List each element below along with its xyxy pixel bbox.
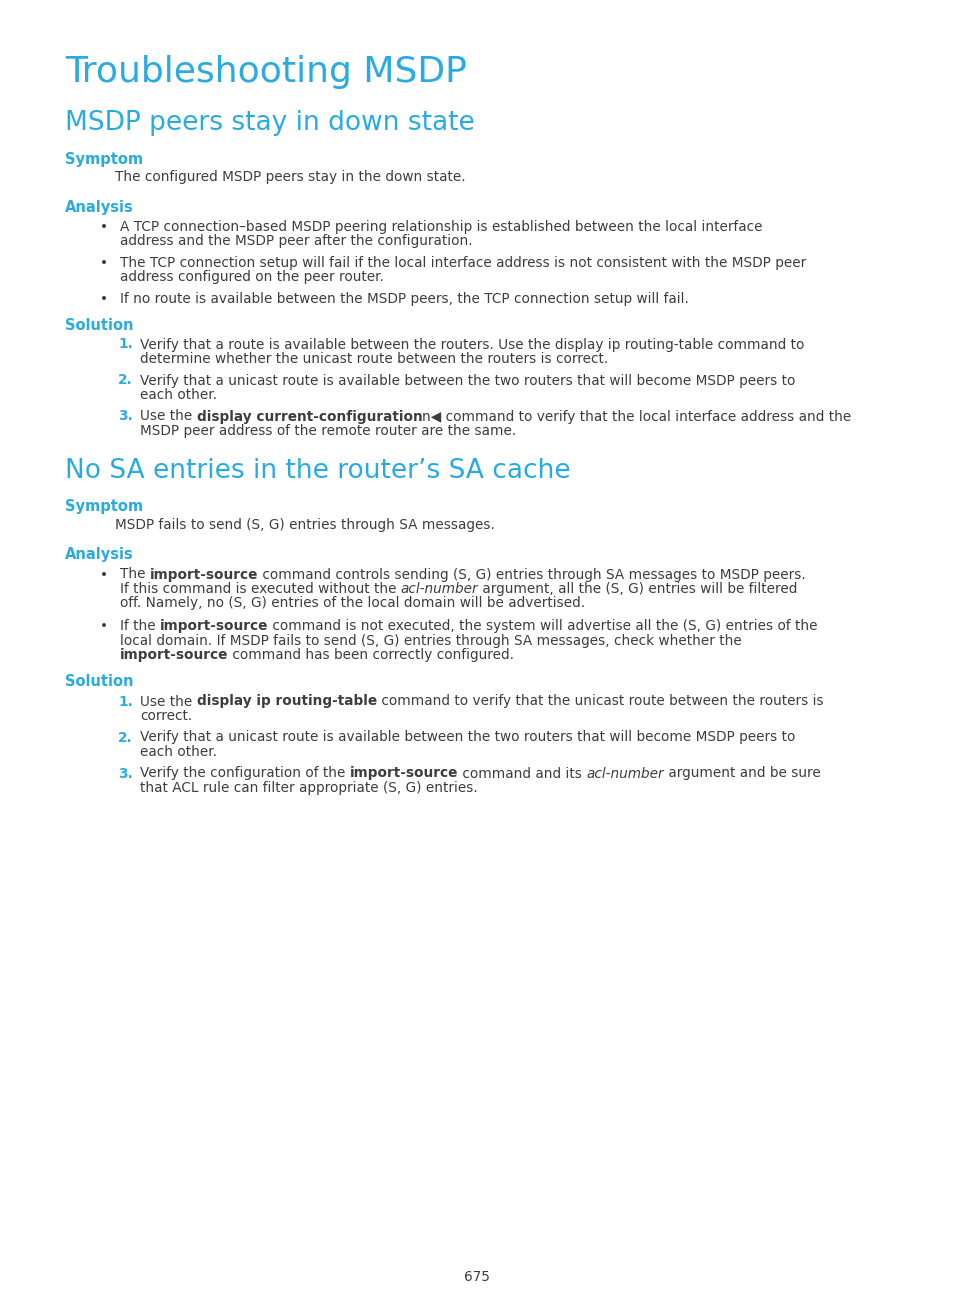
Text: •: • bbox=[100, 619, 108, 632]
Text: import-source: import-source bbox=[160, 619, 268, 632]
Text: The: The bbox=[120, 568, 150, 582]
Text: display ip routing-table: display ip routing-table bbox=[196, 695, 376, 709]
Text: MSDP peer address of the remote router are the same.: MSDP peer address of the remote router a… bbox=[140, 424, 516, 438]
Text: If no route is available between the MSDP peers, the TCP connection setup will f: If no route is available between the MSD… bbox=[120, 292, 688, 306]
Text: argument, all the (S, G) entries will be filtered: argument, all the (S, G) entries will be… bbox=[478, 582, 797, 596]
Text: address configured on the peer router.: address configured on the peer router. bbox=[120, 271, 383, 285]
Text: argument and be sure: argument and be sure bbox=[663, 766, 820, 780]
Text: correct.: correct. bbox=[140, 709, 193, 723]
Text: Verify that a route is available between the routers. Use the display ip routing: Verify that a route is available between… bbox=[140, 337, 803, 351]
Text: that ACL rule can filter appropriate (S, G) entries.: that ACL rule can filter appropriate (S,… bbox=[140, 781, 477, 794]
Text: command and its: command and its bbox=[457, 766, 586, 780]
Text: 675: 675 bbox=[463, 1270, 490, 1284]
Text: acl-number: acl-number bbox=[586, 766, 663, 780]
Text: local domain. If MSDP fails to send (S, G) entries through SA messages, check wh: local domain. If MSDP fails to send (S, … bbox=[120, 634, 741, 648]
Text: address and the MSDP peer after the configuration.: address and the MSDP peer after the conf… bbox=[120, 235, 472, 249]
Text: Solution: Solution bbox=[65, 318, 133, 333]
Text: •: • bbox=[100, 220, 108, 235]
Text: Symptom: Symptom bbox=[65, 152, 143, 167]
Text: MSDP fails to send (S, G) entries through SA messages.: MSDP fails to send (S, G) entries throug… bbox=[115, 517, 495, 531]
Text: display current-configuration: display current-configuration bbox=[196, 410, 422, 424]
Text: determine whether the unicast route between the routers is correct.: determine whether the unicast route betw… bbox=[140, 353, 608, 365]
Text: No SA entries in the router’s SA cache: No SA entries in the router’s SA cache bbox=[65, 457, 570, 483]
Text: each other.: each other. bbox=[140, 388, 216, 402]
Text: Symptom: Symptom bbox=[65, 499, 143, 515]
Text: If this command is executed without the: If this command is executed without the bbox=[120, 582, 400, 596]
Text: Troubleshooting MSDP: Troubleshooting MSDP bbox=[65, 54, 466, 89]
Text: Verify the configuration of the: Verify the configuration of the bbox=[140, 766, 350, 780]
Text: 1.: 1. bbox=[118, 695, 132, 709]
Text: 3.: 3. bbox=[118, 766, 132, 780]
Text: acl-number: acl-number bbox=[400, 582, 478, 596]
Text: Verify that a unicast route is available between the two routers that will becom: Verify that a unicast route is available… bbox=[140, 731, 795, 744]
Text: n◀ command to verify that the local interface address and the: n◀ command to verify that the local inte… bbox=[422, 410, 851, 424]
Text: Solution: Solution bbox=[65, 674, 133, 689]
Text: The configured MSDP peers stay in the down state.: The configured MSDP peers stay in the do… bbox=[115, 170, 465, 184]
Text: If the: If the bbox=[120, 619, 160, 632]
Text: off. Namely, no (S, G) entries of the local domain will be advertised.: off. Namely, no (S, G) entries of the lo… bbox=[120, 596, 584, 610]
Text: 2.: 2. bbox=[118, 373, 132, 388]
Text: Analysis: Analysis bbox=[65, 200, 133, 215]
Text: each other.: each other. bbox=[140, 745, 216, 759]
Text: command has been correctly configured.: command has been correctly configured. bbox=[228, 648, 514, 662]
Text: import-source: import-source bbox=[350, 766, 457, 780]
Text: •: • bbox=[100, 568, 108, 582]
Text: 3.: 3. bbox=[118, 410, 132, 424]
Text: command is not executed, the system will advertise all the (S, G) entries of the: command is not executed, the system will… bbox=[268, 619, 817, 632]
Text: •: • bbox=[100, 292, 108, 306]
Text: The TCP connection setup will fail if the local interface address is not consist: The TCP connection setup will fail if th… bbox=[120, 257, 805, 270]
Text: •: • bbox=[100, 257, 108, 270]
Text: 2.: 2. bbox=[118, 731, 132, 744]
Text: MSDP peers stay in down state: MSDP peers stay in down state bbox=[65, 110, 475, 136]
Text: command to verify that the unicast route between the routers is: command to verify that the unicast route… bbox=[376, 695, 822, 709]
Text: Use the: Use the bbox=[140, 695, 196, 709]
Text: Use the: Use the bbox=[140, 410, 196, 424]
Text: Analysis: Analysis bbox=[65, 547, 133, 562]
Text: import-source: import-source bbox=[120, 648, 228, 662]
Text: Verify that a unicast route is available between the two routers that will becom: Verify that a unicast route is available… bbox=[140, 373, 795, 388]
Text: A TCP connection–based MSDP peering relationship is established between the loca: A TCP connection–based MSDP peering rela… bbox=[120, 220, 761, 235]
Text: 1.: 1. bbox=[118, 337, 132, 351]
Text: import-source: import-source bbox=[150, 568, 258, 582]
Text: command controls sending (S, G) entries through SA messages to MSDP peers.: command controls sending (S, G) entries … bbox=[258, 568, 805, 582]
